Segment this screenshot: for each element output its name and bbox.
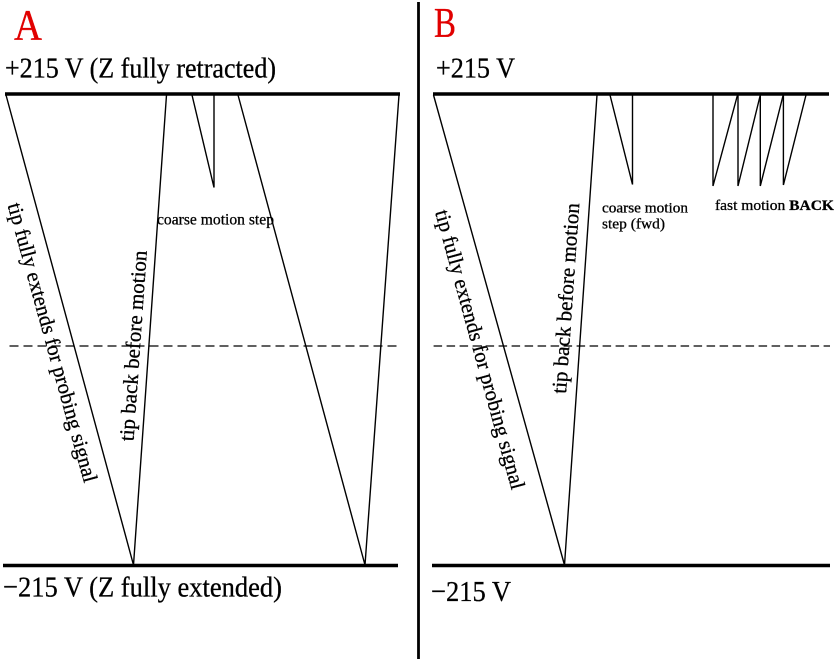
svg-text:−215 V (Z fully extended): −215 V (Z fully extended) — [3, 572, 282, 604]
svg-text:coarse motion: coarse motion — [602, 201, 689, 217]
svg-text:+215 V: +215 V — [436, 53, 515, 85]
svg-text:A: A — [14, 3, 42, 50]
svg-text:+215 V (Z fully retracted): +215 V (Z fully retracted) — [5, 53, 276, 85]
svg-text:step (fwd): step (fwd) — [602, 217, 665, 233]
svg-text:B: B — [434, 1, 456, 47]
svg-text:coarse motion step: coarse motion step — [157, 212, 274, 229]
svg-text:−215 V: −215 V — [431, 576, 511, 608]
svg-text:fast motion BACK: fast motion BACK — [715, 198, 834, 214]
